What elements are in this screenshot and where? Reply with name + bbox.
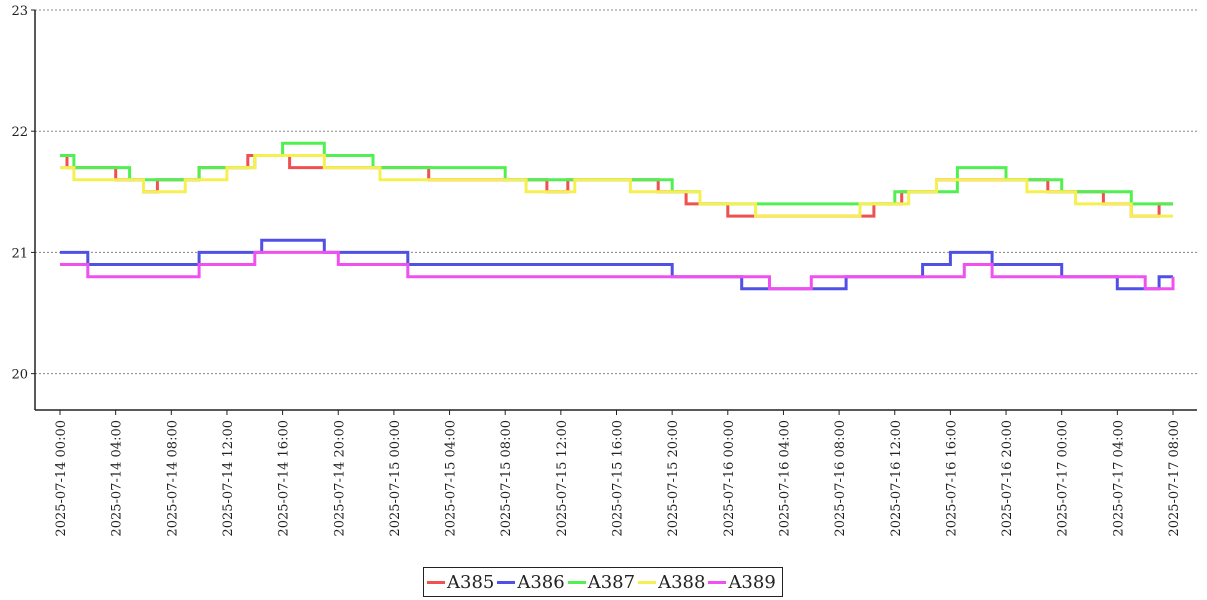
y-tick-label: 22 (11, 125, 28, 140)
x-axis-ticks: 2025-07-14 00:00 2025-07-14 04:00 2025-07-… (54, 410, 1182, 537)
legend-label: A385 (447, 571, 495, 593)
gridlines (35, 9, 1197, 375)
legend-swatch (427, 580, 445, 584)
series-lines (60, 141, 1175, 291)
x-tick-label: 2025-07-14 16:00 (277, 420, 292, 537)
x-tick-label: 2025-07-15 08:00 (499, 420, 514, 537)
x-tick-label: 2025-07-15 04:00 (444, 420, 459, 537)
legend-item-a388: A388 (638, 572, 705, 593)
x-tick-label: 2025-07-15 16:00 (611, 420, 626, 537)
legend-item-a385: A385 (427, 572, 494, 593)
x-tick-label: 2025-07-14 04:00 (110, 420, 125, 537)
series-line-a385 (60, 154, 1173, 218)
legend-item-a386: A386 (497, 571, 565, 593)
legend-swatch (497, 580, 516, 584)
x-tick-label: 2025-07-16 04:00 (777, 420, 792, 537)
x-tick-label: 2025-07-16 20:00 (1000, 420, 1015, 537)
x-tick-label: 2025-07-17 08:00 (1167, 420, 1182, 537)
x-tick-label: 2025-07-14 20:00 (332, 420, 347, 537)
x-tick-label: 2025-07-16 08:00 (833, 420, 848, 537)
y-axis-ticks: 20 21 22 23 (11, 4, 35, 383)
legend-label: A386 (517, 571, 565, 593)
y-tick-label: 20 (11, 368, 28, 383)
legend-swatch (708, 580, 727, 584)
x-tick-label: 2025-07-17 00:00 (1056, 420, 1071, 537)
x-tick-label: 2025-07-16 16:00 (944, 420, 959, 537)
x-tick-label: 2025-07-15 00:00 (388, 420, 403, 537)
x-tick-label: 2025-07-14 12:00 (221, 420, 236, 537)
legend-label: A387 (587, 571, 636, 593)
legend-swatch (638, 580, 657, 584)
x-tick-label: 2025-07-14 08:00 (165, 420, 180, 537)
chart-legend: A385 A386 A387 A388 A389 (423, 567, 783, 597)
legend-swatch (567, 580, 586, 584)
x-tick-label: 2025-07-14 00:00 (54, 420, 69, 537)
legend-label: A389 (728, 571, 776, 593)
x-tick-label: 2025-07-15 20:00 (666, 420, 681, 537)
x-tick-label: 2025-07-16 00:00 (722, 420, 737, 537)
y-tick-label: 23 (11, 4, 28, 19)
legend-item-a389: A389 (708, 571, 776, 593)
legend-item-a387: A387 (567, 571, 636, 593)
series-line-a389 (60, 250, 1175, 291)
y-tick-label: 21 (11, 246, 28, 261)
x-tick-label: 2025-07-15 12:00 (555, 420, 570, 537)
series-line-a387 (60, 141, 1173, 206)
x-tick-label: 2025-07-17 04:00 (1111, 420, 1126, 537)
x-tick-label: 2025-07-16 12:00 (889, 420, 904, 537)
legend-label: A388 (658, 571, 706, 593)
series-line-a388 (60, 154, 1173, 218)
